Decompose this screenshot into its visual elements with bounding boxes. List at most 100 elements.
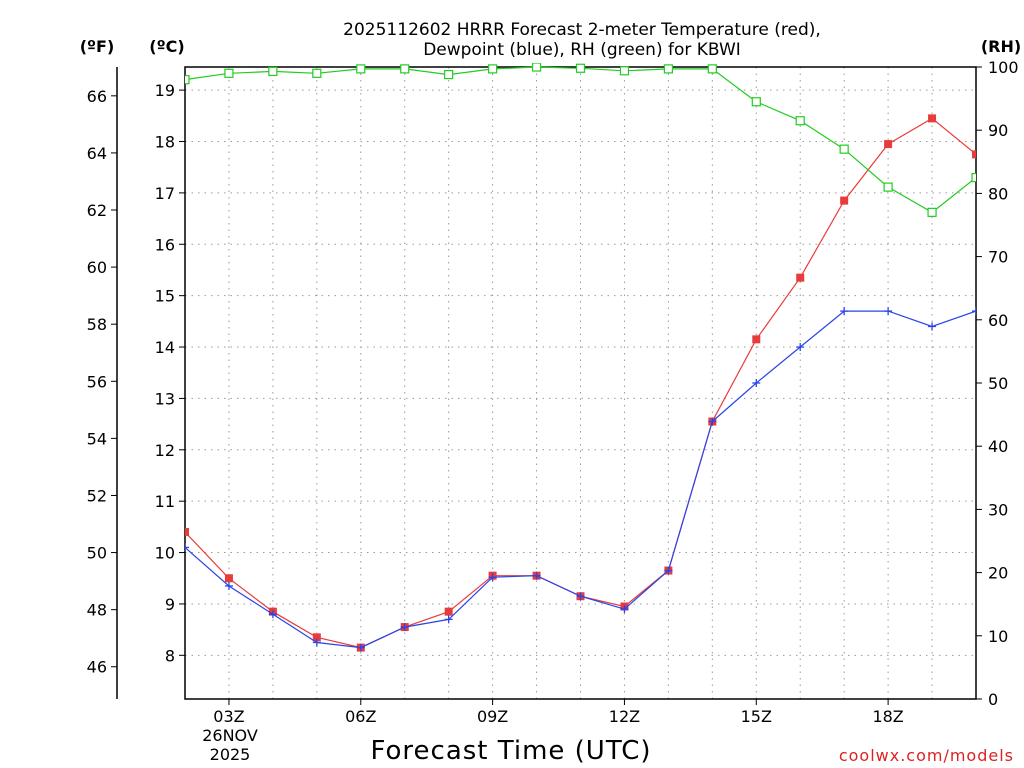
c-axis-tick-label: 17 [155,184,175,203]
rh-point [488,64,498,74]
c-axis-tick-label: 13 [155,389,175,408]
temperature-point [444,607,453,616]
fahrenheit-unit-label: (ºF) [80,37,115,56]
rh-point [444,69,454,80]
f-axis-tick-label: 56 [87,372,107,391]
dewpoint-point [400,623,409,632]
dewpoint-point [664,566,673,575]
dewpoint-point [312,638,321,647]
rh-axis-tick-label: 90 [988,121,1008,140]
rh-point [531,63,542,72]
temperature-point [972,150,976,159]
dewpoint-series [185,307,976,652]
rh-point [795,116,805,126]
x-axis-tick-label: 09Z [477,707,508,726]
c-axis-tick-label: 12 [155,441,175,460]
c-axis-tick-label: 16 [155,235,175,254]
dewpoint-point [268,610,277,619]
rh-point [839,144,849,154]
f-axis-tick-label: 58 [87,315,107,334]
temperature-series [185,114,976,652]
f-axis-tick-label: 60 [87,258,107,277]
rh-axis-tick-label: 20 [988,564,1008,583]
temperature-point [224,574,233,583]
f-axis-tick-label: 54 [87,429,107,448]
celsius-unit-label: (ºC) [149,37,184,56]
grid [185,67,976,699]
rh-point [185,75,190,85]
credit-label: coolwx.com/models [839,746,1014,765]
rh-point [707,64,717,74]
rh-point [312,68,322,78]
x-axis-tick-label: 06Z [345,707,376,726]
dewpoint-point [796,343,805,352]
rh-point [356,64,366,74]
x-axis-tick-label: 12Z [609,707,640,726]
date-label-year: 2025 [210,745,251,764]
dewpoint-point [840,307,849,316]
f-axis-tick-label: 52 [87,486,107,505]
rh-axis-tick-label: 10 [988,627,1008,646]
chart-title-line1: 2025112602 HRRR Forecast 2-meter Tempera… [343,20,821,40]
temperature-point [928,114,937,123]
temperature-point [796,273,805,282]
rh-axis-tick-label: 60 [988,311,1008,330]
rh-series [185,63,976,217]
rh-point [619,66,630,76]
rh-point [224,68,234,78]
rh-point [883,182,893,192]
dewpoint-point [356,643,365,652]
dewpoint-point [532,571,541,580]
x-axis-label: Forecast Time (UTC) [370,736,651,766]
rh-axis-tick-label: 50 [988,374,1008,393]
rh-point [971,173,976,183]
temperature-point [185,528,189,537]
f-axis-tick-label: 50 [87,544,107,563]
x-axis-tick-label: 03Z [213,707,244,726]
f-axis-tick-label: 66 [87,87,107,106]
rh-unit-label: (RH) [981,37,1021,56]
c-axis-tick-label: 19 [155,81,175,100]
temperature-point [752,335,761,344]
f-axis-tick-label: 46 [87,658,107,677]
dewpoint-point [708,417,717,426]
dewpoint-point [185,543,189,552]
dewpoint-point [972,307,976,316]
rh-point [575,63,586,73]
c-axis-tick-label: 14 [155,338,175,357]
f-axis-tick-label: 48 [87,601,107,620]
dewpoint-point [752,379,761,387]
x-axis-tick-label: 15Z [741,707,772,726]
c-axis-tick-label: 18 [155,133,175,152]
c-axis-tick-label: 9 [165,595,175,614]
temperature-point [312,633,321,642]
rh-point [268,66,278,77]
plot-frame [184,66,977,700]
rh-point [927,207,937,217]
dewpoint-point [928,322,937,331]
rh-point [751,97,761,107]
dewpoint-point [884,307,893,316]
rh-axis-tick-label: 100 [988,58,1019,77]
f-axis-tick-label: 64 [87,144,107,163]
temperature-point [840,196,849,205]
series [185,63,976,652]
rh-axis-tick-label: 30 [988,500,1008,519]
date-label-day: 26NOV [202,726,258,745]
temperature-point [884,140,893,149]
dewpoint-point [488,573,497,582]
c-axis-tick-label: 8 [165,646,175,665]
rh-axis-tick-label: 40 [988,437,1008,456]
rh-axis-tick-label: 80 [988,184,1008,203]
c-axis-tick-label: 15 [155,287,175,306]
rh-axis-tick-label: 70 [988,248,1008,267]
c-axis-tick-label: 11 [155,492,175,511]
rh-point [400,64,410,74]
dewpoint-point [224,581,233,590]
x-axis-tick-label: 18Z [872,707,903,726]
axes: 8 9 10 11 12 13 14 15 16 17 18 19 46 48 50 52 54 56 58 60 62… [87,58,1019,726]
rh-axis-tick-label: 0 [988,690,998,709]
dewpoint-point [620,605,629,614]
dewpoint-point [576,592,585,601]
